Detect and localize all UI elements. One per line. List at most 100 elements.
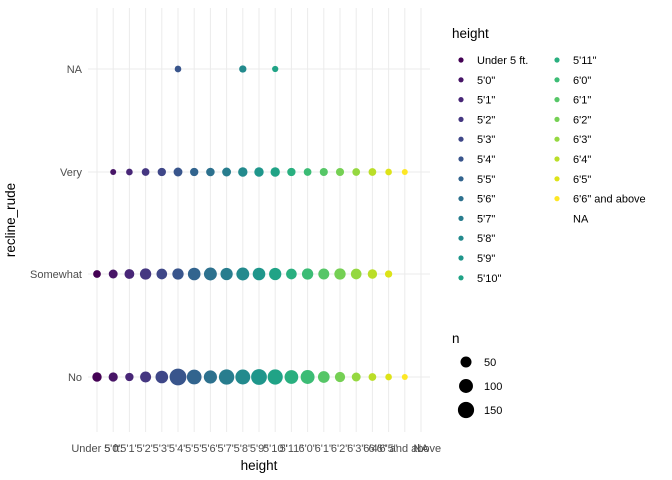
- legend-label: 5'1": [477, 95, 495, 107]
- legend-key: [458, 235, 464, 241]
- data-point: [140, 371, 152, 383]
- x-tick-label: 6'6" and above: [368, 443, 441, 455]
- legend-label: 6'1": [573, 95, 591, 107]
- legend-key: [458, 97, 464, 103]
- data-point: [155, 370, 169, 384]
- data-point: [254, 167, 264, 177]
- data-point: [303, 168, 312, 176]
- data-point: [108, 269, 118, 279]
- data-point: [124, 269, 135, 279]
- size-legend-key: [460, 356, 472, 368]
- data-point: [284, 370, 299, 384]
- x-tick-labels: Under 5 ft.5'0"5'1"5'2"5'3"5'4"5'5"5'6"5…: [71, 443, 441, 455]
- legend-label: 5'7": [477, 213, 495, 225]
- y-tick-label: Somewhat: [30, 269, 82, 281]
- data-point: [334, 268, 346, 280]
- data-point: [267, 369, 283, 385]
- legend-label: 5'6": [477, 194, 495, 206]
- data-point: [190, 167, 199, 177]
- x-tick-label: 5'11": [280, 443, 304, 455]
- legend-label: 5'8": [477, 233, 495, 245]
- data-points: [92, 65, 408, 386]
- legend-key: [458, 176, 464, 182]
- legend-label: 5'11": [573, 55, 597, 67]
- data-point: [385, 168, 392, 176]
- data-point: [252, 267, 266, 281]
- legend-key: [458, 77, 464, 83]
- data-point: [384, 270, 393, 278]
- legend-label: Under 5 ft.: [477, 55, 528, 67]
- data-point: [156, 268, 168, 280]
- color-legend-title: height: [452, 26, 489, 41]
- data-point: [203, 370, 217, 384]
- y-tick-label: Very: [60, 167, 83, 179]
- data-point: [173, 167, 183, 177]
- legend-key: [458, 196, 464, 202]
- size-legend: n 50 100 150: [452, 331, 502, 419]
- legend-key: [458, 136, 464, 142]
- data-point: [335, 167, 345, 177]
- x-tick-label: 5'3": [153, 443, 171, 455]
- y-tick-label: No: [68, 372, 82, 384]
- legend-label: NA: [573, 213, 589, 225]
- legend-key: [458, 255, 464, 261]
- x-tick-label: 5'9": [250, 443, 268, 455]
- data-point: [317, 371, 330, 383]
- size-legend-label: 50: [484, 357, 496, 369]
- x-tick-label: 5'0": [104, 443, 122, 455]
- legend-key: [554, 97, 560, 103]
- data-point: [169, 368, 187, 386]
- x-tick-label: Under 5 ft.: [71, 443, 122, 455]
- data-point: [220, 267, 233, 281]
- data-point: [352, 168, 361, 176]
- data-point: [141, 168, 150, 176]
- x-tick-label: 6'1": [315, 443, 333, 455]
- size-legend-label: 150: [484, 405, 502, 417]
- data-point: [334, 371, 346, 383]
- data-point: [272, 65, 279, 73]
- data-point: [286, 268, 297, 280]
- data-point: [401, 169, 408, 175]
- legend-label: 6'6" and above: [573, 194, 646, 206]
- legend-key: [554, 156, 560, 162]
- data-point: [187, 267, 201, 281]
- legend-key: [458, 57, 464, 63]
- legend-key: [554, 57, 560, 63]
- x-tick-label: 6'2": [331, 443, 349, 455]
- legend-key: [554, 136, 560, 142]
- y-tick-label: NA: [67, 64, 83, 76]
- data-point: [270, 167, 280, 177]
- x-tick-label: 6'5": [379, 443, 397, 455]
- data-point: [110, 169, 117, 175]
- data-point: [157, 167, 166, 177]
- x-axis-title: height: [241, 458, 278, 473]
- legend-label: 5'9": [477, 253, 495, 265]
- x-tick-label: 5'1": [120, 443, 138, 455]
- data-point: [206, 167, 215, 177]
- data-point: [239, 65, 247, 73]
- legend-label: 5'4": [477, 154, 495, 166]
- y-axis-title: recline_rude: [3, 183, 18, 257]
- x-tick-label: 5'7": [217, 443, 235, 455]
- x-tick-label: 5'5": [185, 443, 203, 455]
- data-point: [251, 369, 267, 385]
- x-tick-label: 6'0": [298, 443, 316, 455]
- data-point: [269, 267, 282, 281]
- data-point: [401, 374, 408, 380]
- legend-key: [458, 215, 464, 221]
- data-point: [174, 65, 182, 73]
- x-tick-label: 5'4": [169, 443, 187, 455]
- data-point: [222, 167, 232, 177]
- x-tick-label: 5'10": [263, 443, 287, 455]
- legend-label: 5'2": [477, 114, 495, 126]
- legend-label: 6'0": [573, 75, 591, 87]
- data-point: [108, 372, 118, 382]
- x-tick-label: 6'4": [363, 443, 381, 455]
- data-point: [125, 372, 134, 382]
- size-legend-key: [459, 379, 473, 393]
- legend-label: 5'5": [477, 174, 495, 186]
- legend-label: 5'3": [477, 134, 495, 146]
- data-point: [235, 369, 251, 385]
- legend-key: [458, 275, 464, 281]
